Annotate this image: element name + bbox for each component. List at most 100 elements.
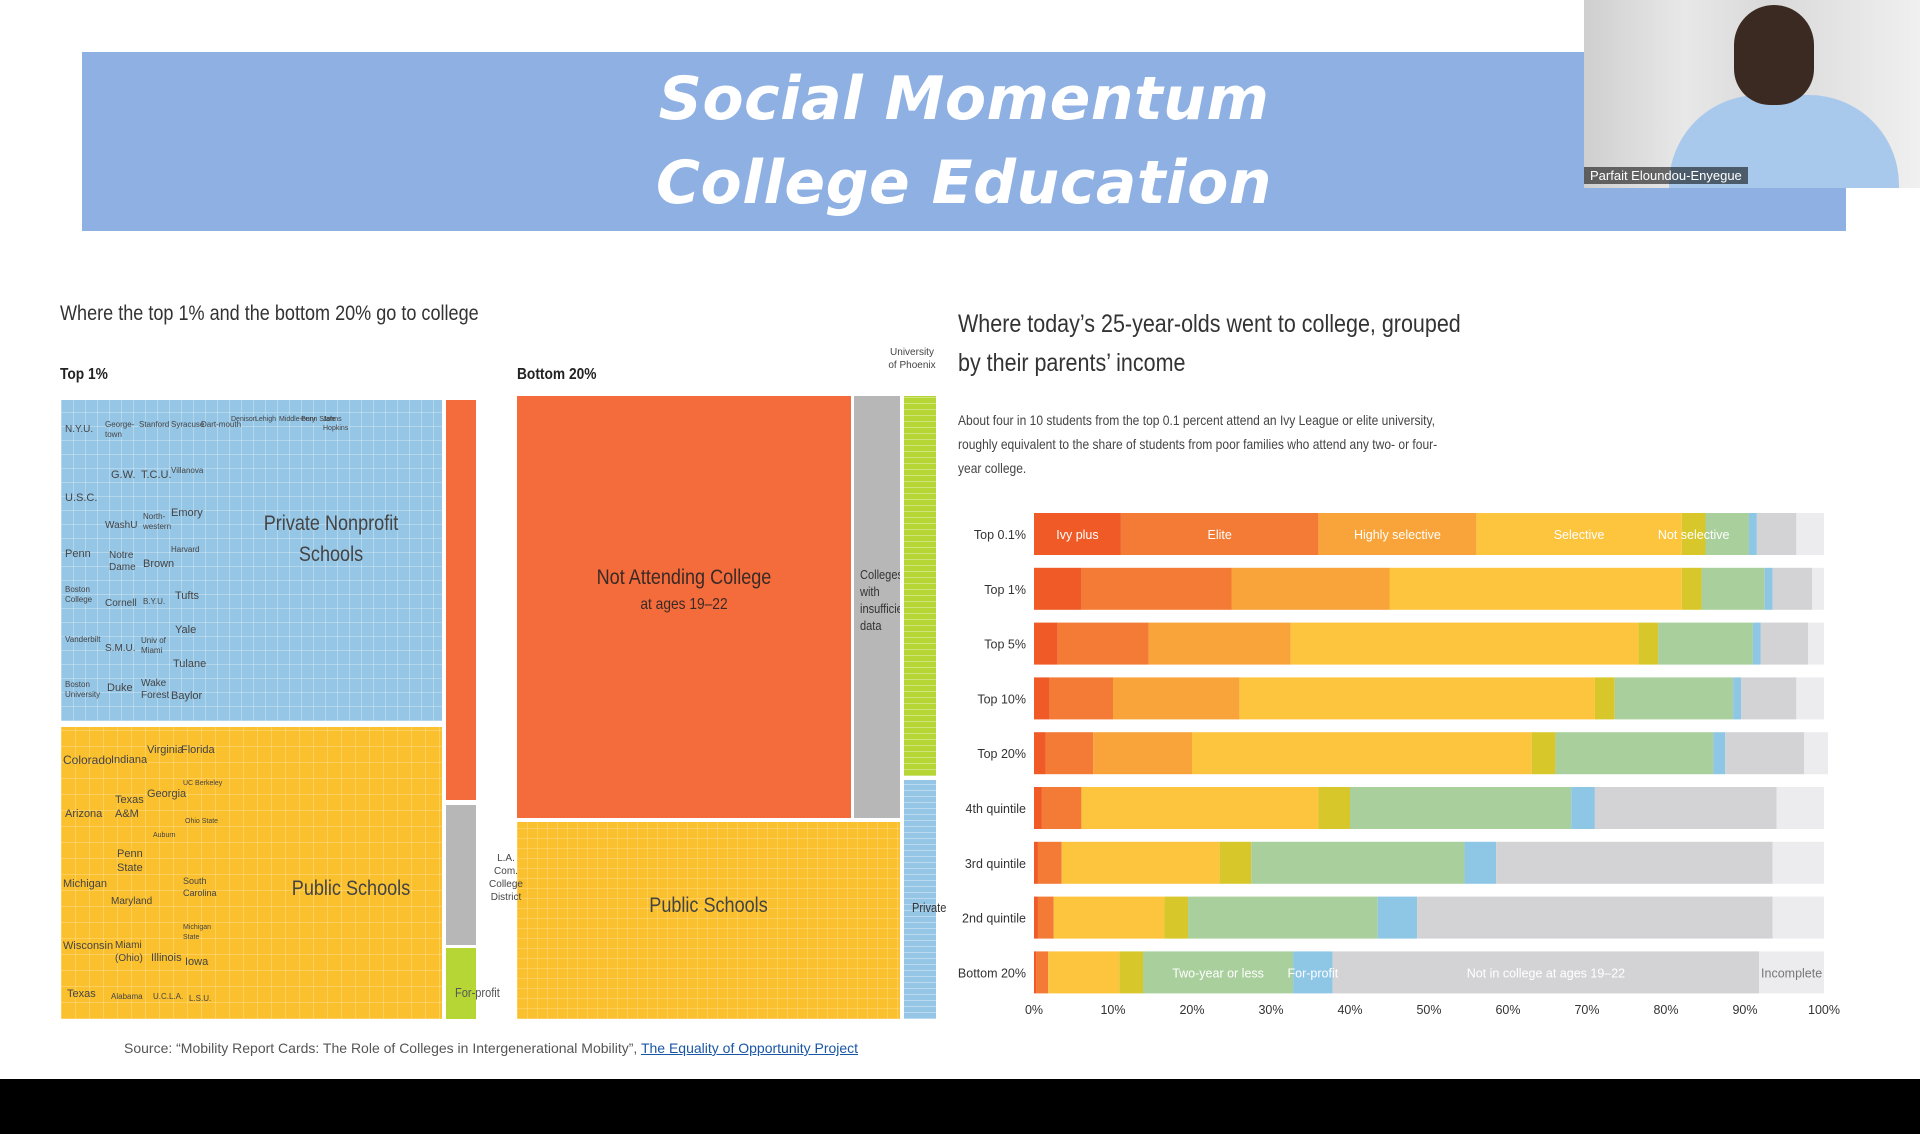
bottom20-private-label: Private — [912, 900, 947, 915]
bar-segment — [1389, 567, 1682, 610]
bar-segment — [1318, 513, 1477, 555]
x-tick-label: 10% — [1100, 1003, 1125, 1017]
x-tick-label: 100% — [1808, 1003, 1840, 1017]
video-bottom-bar — [0, 1079, 1920, 1134]
private-school-label: Villanova — [171, 466, 204, 475]
top1-for-profit-block — [446, 948, 476, 1019]
phoenix-label: University of Phoenix — [888, 347, 936, 371]
row-label: Top 10% — [977, 692, 1026, 706]
private-school-label: Lehigh — [255, 416, 277, 423]
private-school-label: Harvard — [171, 545, 200, 554]
row-label: Top 0.1% — [974, 528, 1026, 542]
private-school-label: Tufts — [175, 590, 200, 602]
private-school-label: George-town — [105, 420, 135, 439]
presenter-name: Parfait Eloundou-Enyegue — [1584, 167, 1748, 184]
private-school-label: Wake Forest — [141, 678, 170, 701]
bar-segment — [1705, 513, 1749, 555]
private-school-label: Emory — [171, 507, 203, 519]
private-label-line1: Private Nonprofit — [263, 512, 399, 535]
bar-segment — [1034, 951, 1037, 994]
bar-segment — [1350, 787, 1572, 829]
public-school-label: Ohio State — [185, 818, 219, 825]
private-school-label: Stanford — [139, 420, 170, 429]
bottom20-private-block — [904, 780, 936, 1019]
bar-segment — [1772, 841, 1824, 884]
public-school-label: Iowa — [185, 956, 209, 968]
private-school-label: Notre Dame — [109, 550, 136, 573]
bar-segment — [1776, 787, 1824, 829]
private-school-label: Baylor — [171, 690, 203, 702]
private-school-label: WashU — [105, 520, 138, 531]
bar-segment — [1531, 732, 1556, 775]
bar-segment — [1037, 896, 1054, 939]
private-school-label: S.M.U. — [105, 643, 136, 654]
private-school-label: U.S.C. — [65, 492, 98, 504]
public-school-label: Alabama — [111, 992, 143, 1001]
right-title-line1: Where today’s 25-year-olds went to colle… — [958, 310, 1461, 338]
source-link[interactable]: The Equality of Opportunity Project — [640, 1040, 859, 1056]
private-school-label: B.Y.U. — [143, 597, 166, 606]
webcam-tile[interactable]: Parfait Eloundou-Enyegue — [1584, 0, 1920, 188]
public-school-label: Maryland — [111, 896, 153, 907]
bar-segment — [1812, 567, 1824, 610]
bar-segment — [1041, 787, 1082, 829]
bar-segment — [1377, 896, 1418, 939]
bar-segment — [1638, 622, 1659, 665]
bar-segment — [1760, 622, 1809, 665]
bar-segment — [1713, 732, 1726, 775]
bar-segment — [1164, 896, 1189, 939]
row-label: Top 5% — [984, 638, 1026, 652]
bar-segment — [1053, 896, 1165, 939]
bar-segment — [1093, 732, 1192, 775]
bar-segment — [1188, 896, 1378, 939]
private-label-line2: Schools — [298, 543, 364, 566]
bar-segment — [1796, 677, 1824, 720]
stacked-bar-chart: Top 0.1% Top 1% Top 5% Top 10% Top 20% 4th qu… — [958, 513, 1840, 1017]
bar-segment — [1081, 787, 1319, 829]
slide-title-line1: Social Momentum — [658, 64, 1270, 134]
private-school-label: Dart-mouth — [201, 420, 242, 429]
bar-segment — [1804, 732, 1828, 775]
bottom20-header: Bottom 20% — [517, 366, 597, 383]
bar-segment — [1034, 896, 1038, 939]
left-title: Where the top 1% and the bottom 20% go t… — [60, 302, 479, 325]
public-school-label: Florida — [181, 744, 215, 756]
public-school-label: South Carolina — [183, 876, 217, 898]
presenter-head — [1734, 5, 1814, 105]
bar-segment — [1034, 841, 1038, 884]
bar-segment — [1120, 513, 1319, 555]
bar-segment — [1143, 951, 1294, 994]
bar-segment — [1034, 622, 1058, 665]
private-school-label: G.W. — [111, 469, 136, 481]
bar-segment — [1239, 677, 1595, 720]
bar-segment — [1614, 677, 1734, 720]
row-label: Top 20% — [977, 747, 1026, 761]
right-desc-line2: roughly equivalent to the share of stude… — [958, 436, 1438, 452]
bar-segment — [1034, 787, 1042, 829]
segment-label: Selective — [1554, 528, 1605, 542]
bar-segment — [1571, 787, 1595, 829]
bar-segment — [1808, 622, 1824, 665]
private-school-label: Vanderbilt — [65, 635, 101, 644]
private-school-label: Denison — [231, 416, 257, 423]
insufficient-label: Colleges with insufficient data — [860, 567, 900, 633]
row-label: 2nd quintile — [962, 912, 1026, 926]
private-school-label: Tulane — [173, 658, 207, 670]
bar-segment — [1293, 951, 1333, 994]
x-tick-label: 0% — [1025, 1003, 1043, 1017]
public-school-label: L.S.U. — [189, 994, 212, 1003]
bottom20-public-label: Public Schools — [649, 894, 768, 917]
not-attending-label: Not Attending College — [596, 566, 772, 589]
row-label: 4th quintile — [966, 802, 1027, 816]
segment-label: Two-year or less — [1172, 966, 1264, 980]
private-school-label: Univ of Miami — [141, 636, 166, 655]
private-school-label: Boston College — [65, 585, 93, 604]
private-school-label: Syracuse — [171, 420, 205, 429]
right-title-line2: by their parents’ income — [958, 349, 1186, 377]
bar-segment — [1796, 513, 1824, 555]
private-school-label: Brown — [143, 558, 175, 570]
bar-segment — [1045, 732, 1094, 775]
title-banner: Social Momentum College Education — [82, 52, 1846, 231]
row-label: Top 1% — [984, 583, 1026, 597]
top1-public-label: Public Schools — [291, 877, 411, 900]
